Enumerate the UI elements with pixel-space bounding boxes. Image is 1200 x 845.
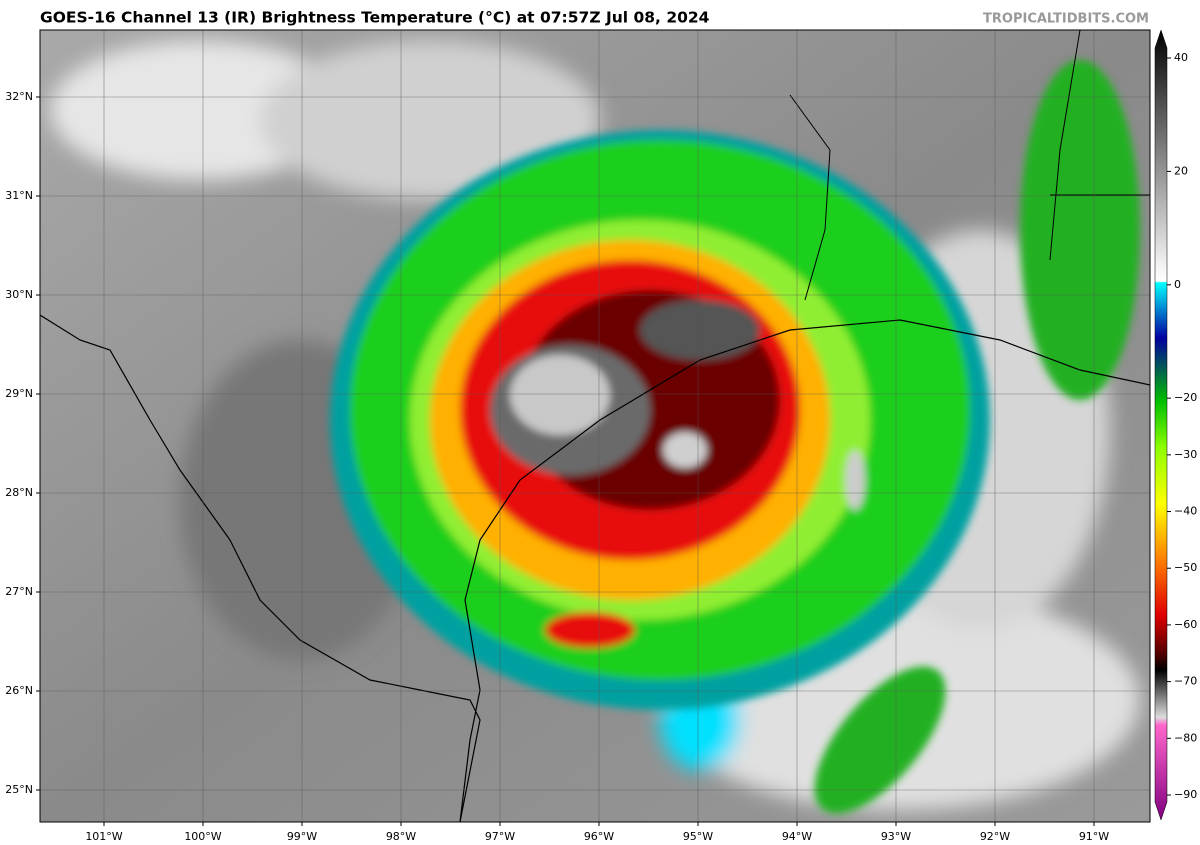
map-frame [39,29,1151,823]
lon-label: 99°W [287,830,317,843]
title: GOES-16 Channel 13 (IR) Brightness Tempe… [40,9,710,27]
colorbar-label: −70 [1174,675,1197,688]
lon-label: 94°W [782,830,812,843]
lon-label: 98°W [386,830,416,843]
colorbar-label: 20 [1174,164,1188,177]
credit: TROPICALTIDBITS.COM [983,12,1149,27]
satellite-image [40,30,1150,822]
colorbar-label: −50 [1174,561,1197,574]
lon-label: 91°W [1079,830,1109,843]
colorbar-label: −90 [1174,788,1197,801]
lat-label: 26°N [5,684,33,697]
lon-label: 93°W [881,830,911,843]
lat-label: 30°N [5,288,33,301]
lat-label: 27°N [5,585,33,598]
lon-label: 101°W [85,830,122,843]
colorbar-label: 40 [1174,51,1188,64]
lon-label: 100°W [184,830,221,843]
colorbar-label: 0 [1174,278,1181,291]
colorbar-label: −60 [1174,618,1197,631]
lat-label: 25°N [5,783,33,796]
colorbar [1154,29,1168,821]
lat-label: 28°N [5,486,33,499]
colorbar-label: −40 [1174,505,1197,518]
lon-label: 96°W [584,830,614,843]
lat-label: 32°N [5,90,33,103]
colorbar-label: −20 [1174,391,1197,404]
lon-label: 97°W [485,830,515,843]
lat-label: 29°N [5,387,33,400]
colorbar-label: −30 [1174,448,1197,461]
lat-label: 31°N [5,189,33,202]
lon-label: 92°W [980,830,1010,843]
colorbar-label: −80 [1174,731,1197,744]
lon-label: 95°W [683,830,713,843]
